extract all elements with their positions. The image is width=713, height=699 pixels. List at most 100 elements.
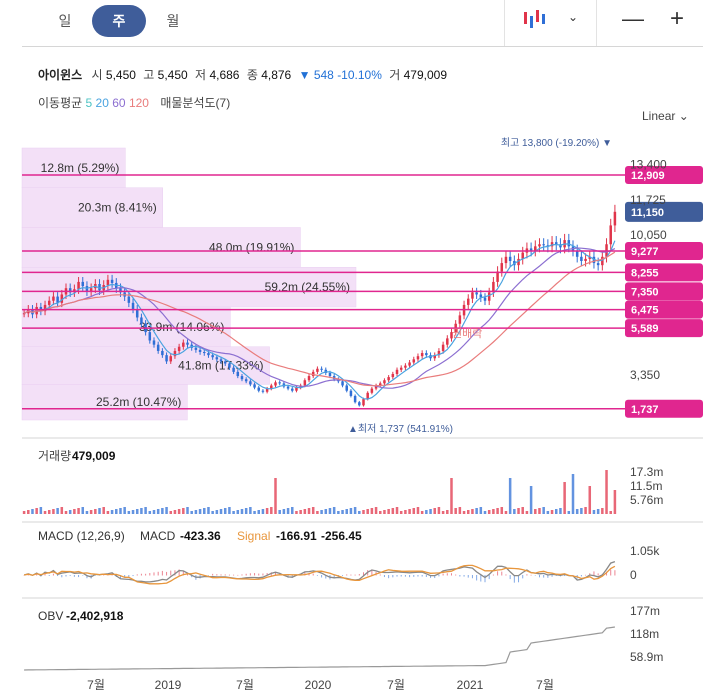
volume-bar: [500, 507, 504, 514]
price-level-label: 1,737: [631, 404, 659, 416]
candle-body: [496, 271, 499, 282]
macd-histogram-bar: [275, 571, 277, 576]
volume-profile-bar: [21, 147, 126, 189]
candle-body: [575, 250, 579, 257]
candle-body: [52, 296, 55, 301]
signal-value: -166.91: [276, 529, 317, 543]
volume-bar: [39, 507, 43, 514]
candle-body: [240, 376, 244, 380]
volume-bar: [353, 507, 357, 514]
macd-histogram-bar: [459, 575, 461, 577]
volume-bar: [517, 508, 520, 514]
candle-body: [433, 355, 436, 359]
macd-histogram-bar: [417, 575, 419, 577]
macd-histogram-bar: [316, 575, 318, 576]
volume-bar: [161, 508, 164, 514]
candle-body: [131, 302, 135, 310]
candle-body: [567, 240, 571, 247]
candle-body: [270, 385, 273, 389]
candle-body: [228, 363, 231, 368]
change-percent: -10.10%: [337, 68, 382, 82]
macd-histogram-bar: [44, 573, 46, 576]
candle-body: [110, 279, 114, 283]
candlestick-icon[interactable]: [522, 8, 550, 32]
price-level-tag: [625, 399, 703, 418]
candle-body: [437, 350, 441, 356]
chevron-down-icon[interactable]: ⌄: [568, 10, 579, 24]
macd-tick-label: 0: [630, 568, 637, 582]
candle-body: [207, 353, 210, 356]
macd-histogram-bar: [371, 569, 373, 576]
price-level-tag: [625, 242, 703, 261]
volume-bar: [492, 509, 495, 514]
macd-histogram-bar: [216, 574, 218, 576]
volume-bar: [383, 510, 386, 514]
candle-body: [550, 242, 554, 247]
macd-histogram-bar: [488, 575, 490, 580]
candle-body: [148, 332, 152, 341]
low-value: 4,686: [209, 68, 240, 82]
macd-histogram-bar: [530, 574, 532, 576]
volume-bar: [203, 508, 206, 514]
tab-month[interactable]: 월: [166, 13, 180, 29]
volume-bar: [253, 511, 256, 514]
volume-bar: [81, 507, 85, 514]
volume-bar: [43, 511, 47, 514]
x-tick-label: 2020: [305, 678, 332, 692]
top-bar: 일 주 월 ⌄ — +: [0, 0, 713, 46]
tab-week[interactable]: 주: [92, 5, 146, 37]
candle-body: [554, 242, 558, 245]
candle-body: [508, 256, 512, 261]
volume-profile-label[interactable]: 매물분석도(7): [160, 96, 231, 110]
volume-bar: [454, 508, 457, 514]
candle-body: [596, 263, 600, 266]
moving-average-label[interactable]: 이동평균: [38, 96, 83, 110]
macd-histogram-bar: [258, 573, 260, 576]
volume-bar: [182, 508, 185, 514]
macd-histogram-bar: [321, 575, 323, 578]
candle-body: [303, 380, 307, 386]
candle-body: [345, 385, 348, 391]
x-tick-label: 7월: [387, 678, 405, 692]
macd-histogram-bar: [505, 574, 507, 576]
candle-body: [89, 288, 93, 292]
obv-tick-label: 177m: [630, 604, 660, 618]
macd-histogram-bar: [442, 573, 444, 576]
candle-body: [274, 382, 277, 386]
candle-body: [56, 296, 59, 303]
volume-bar: [324, 509, 328, 514]
macd-histogram-bar: [467, 575, 469, 578]
macd-histogram-bar: [434, 575, 436, 579]
plus-icon[interactable]: +: [670, 5, 685, 32]
high-value: 5,450: [157, 68, 188, 82]
macd-histogram-bar: [534, 575, 536, 576]
macd-histogram-bar: [480, 575, 482, 582]
volume-bar: [441, 511, 445, 514]
candle-body: [521, 252, 524, 259]
candle-body: [249, 381, 252, 385]
candle-body: [291, 388, 294, 391]
scale-selector[interactable]: Linear ⌄: [642, 109, 689, 123]
volume-bar: [508, 478, 512, 514]
volume-bar: [278, 510, 281, 514]
candle-body: [404, 365, 407, 368]
tab-day[interactable]: 일: [58, 13, 72, 29]
candle-body: [106, 279, 110, 286]
volume-bar: [420, 511, 424, 514]
volume-bar: [349, 508, 353, 514]
candle-body: [412, 359, 416, 363]
volume-profile-bar: [21, 306, 231, 348]
volume-bar: [299, 510, 302, 514]
obv-title: OBV: [38, 609, 63, 623]
minus-icon[interactable]: —: [622, 6, 644, 31]
ma-60: 60: [112, 96, 126, 110]
volume-bar: [219, 509, 223, 514]
candle-body: [580, 256, 583, 261]
candle-body: [68, 288, 72, 293]
macd-histogram-bar: [463, 575, 465, 577]
macd-histogram-bar: [291, 575, 293, 578]
volume-bar: [257, 510, 260, 514]
macd-histogram-bar: [140, 573, 142, 576]
macd-histogram-bar: [153, 572, 155, 576]
